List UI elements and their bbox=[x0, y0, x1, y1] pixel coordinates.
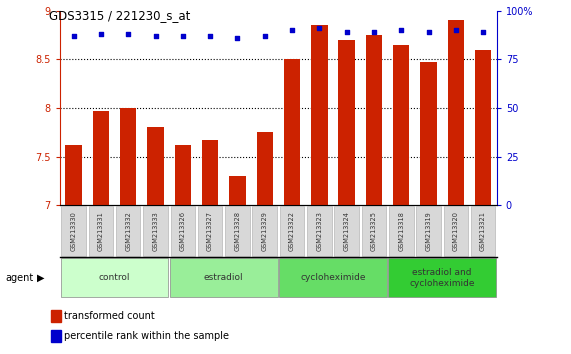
FancyBboxPatch shape bbox=[279, 258, 387, 297]
Bar bbox=[93, 111, 109, 205]
Text: GSM213327: GSM213327 bbox=[207, 211, 213, 251]
FancyBboxPatch shape bbox=[116, 206, 140, 256]
Bar bbox=[120, 108, 136, 205]
Bar bbox=[229, 176, 246, 205]
Text: GSM213326: GSM213326 bbox=[180, 211, 186, 251]
FancyBboxPatch shape bbox=[225, 206, 250, 256]
Point bbox=[233, 35, 242, 41]
Text: GSM213332: GSM213332 bbox=[125, 211, 131, 251]
Text: GSM213331: GSM213331 bbox=[98, 211, 104, 251]
Point bbox=[369, 29, 379, 35]
Text: estradiol: estradiol bbox=[204, 273, 244, 282]
Text: GSM213329: GSM213329 bbox=[262, 211, 268, 251]
Bar bbox=[475, 50, 491, 205]
FancyBboxPatch shape bbox=[389, 206, 413, 256]
Text: GSM213328: GSM213328 bbox=[235, 211, 240, 251]
Bar bbox=[51, 310, 61, 322]
Bar bbox=[393, 45, 409, 205]
Point bbox=[342, 29, 351, 35]
FancyBboxPatch shape bbox=[416, 206, 441, 256]
Bar bbox=[339, 40, 355, 205]
FancyBboxPatch shape bbox=[444, 206, 468, 256]
Text: ▶: ▶ bbox=[37, 273, 45, 283]
FancyBboxPatch shape bbox=[388, 258, 496, 297]
FancyBboxPatch shape bbox=[61, 206, 86, 256]
Bar bbox=[448, 21, 464, 205]
Point bbox=[315, 25, 324, 31]
FancyBboxPatch shape bbox=[143, 206, 168, 256]
Bar bbox=[202, 140, 218, 205]
FancyBboxPatch shape bbox=[171, 206, 195, 256]
Point bbox=[397, 27, 406, 33]
Point bbox=[96, 31, 106, 37]
FancyBboxPatch shape bbox=[170, 258, 278, 297]
Text: GSM213320: GSM213320 bbox=[453, 211, 459, 251]
Bar bbox=[51, 330, 61, 342]
Point bbox=[206, 33, 215, 39]
Point bbox=[124, 31, 133, 37]
Bar bbox=[420, 62, 437, 205]
Text: control: control bbox=[99, 273, 130, 282]
FancyBboxPatch shape bbox=[89, 206, 113, 256]
Text: GSM213330: GSM213330 bbox=[71, 211, 77, 251]
Point bbox=[424, 29, 433, 35]
Text: GSM213323: GSM213323 bbox=[316, 211, 322, 251]
Point bbox=[178, 33, 187, 39]
Text: GSM213325: GSM213325 bbox=[371, 211, 377, 251]
Point bbox=[451, 27, 460, 33]
Text: GSM213319: GSM213319 bbox=[425, 211, 432, 251]
Bar bbox=[365, 35, 382, 205]
FancyBboxPatch shape bbox=[198, 206, 222, 256]
Text: GSM213333: GSM213333 bbox=[152, 211, 159, 251]
Text: GSM213318: GSM213318 bbox=[398, 211, 404, 251]
Bar bbox=[311, 25, 328, 205]
Bar bbox=[256, 132, 273, 205]
Bar bbox=[66, 145, 82, 205]
Bar bbox=[147, 127, 164, 205]
FancyBboxPatch shape bbox=[361, 206, 386, 256]
Text: GSM213321: GSM213321 bbox=[480, 211, 486, 251]
Bar bbox=[284, 59, 300, 205]
FancyBboxPatch shape bbox=[61, 258, 168, 297]
Text: GSM213322: GSM213322 bbox=[289, 211, 295, 251]
FancyBboxPatch shape bbox=[307, 206, 332, 256]
Text: estradiol and
cycloheximide: estradiol and cycloheximide bbox=[409, 268, 475, 287]
Text: cycloheximide: cycloheximide bbox=[300, 273, 365, 282]
Point bbox=[287, 27, 296, 33]
FancyBboxPatch shape bbox=[252, 206, 277, 256]
FancyBboxPatch shape bbox=[471, 206, 496, 256]
Text: GSM213324: GSM213324 bbox=[344, 211, 349, 251]
Bar bbox=[175, 145, 191, 205]
Text: transformed count: transformed count bbox=[64, 311, 155, 321]
Text: GDS3315 / 221230_s_at: GDS3315 / 221230_s_at bbox=[49, 9, 190, 22]
Text: percentile rank within the sample: percentile rank within the sample bbox=[64, 331, 229, 341]
Point bbox=[69, 33, 78, 39]
FancyBboxPatch shape bbox=[280, 206, 304, 256]
Text: agent: agent bbox=[6, 273, 34, 283]
Point bbox=[151, 33, 160, 39]
Point bbox=[478, 29, 488, 35]
FancyBboxPatch shape bbox=[335, 206, 359, 256]
Point bbox=[260, 33, 270, 39]
